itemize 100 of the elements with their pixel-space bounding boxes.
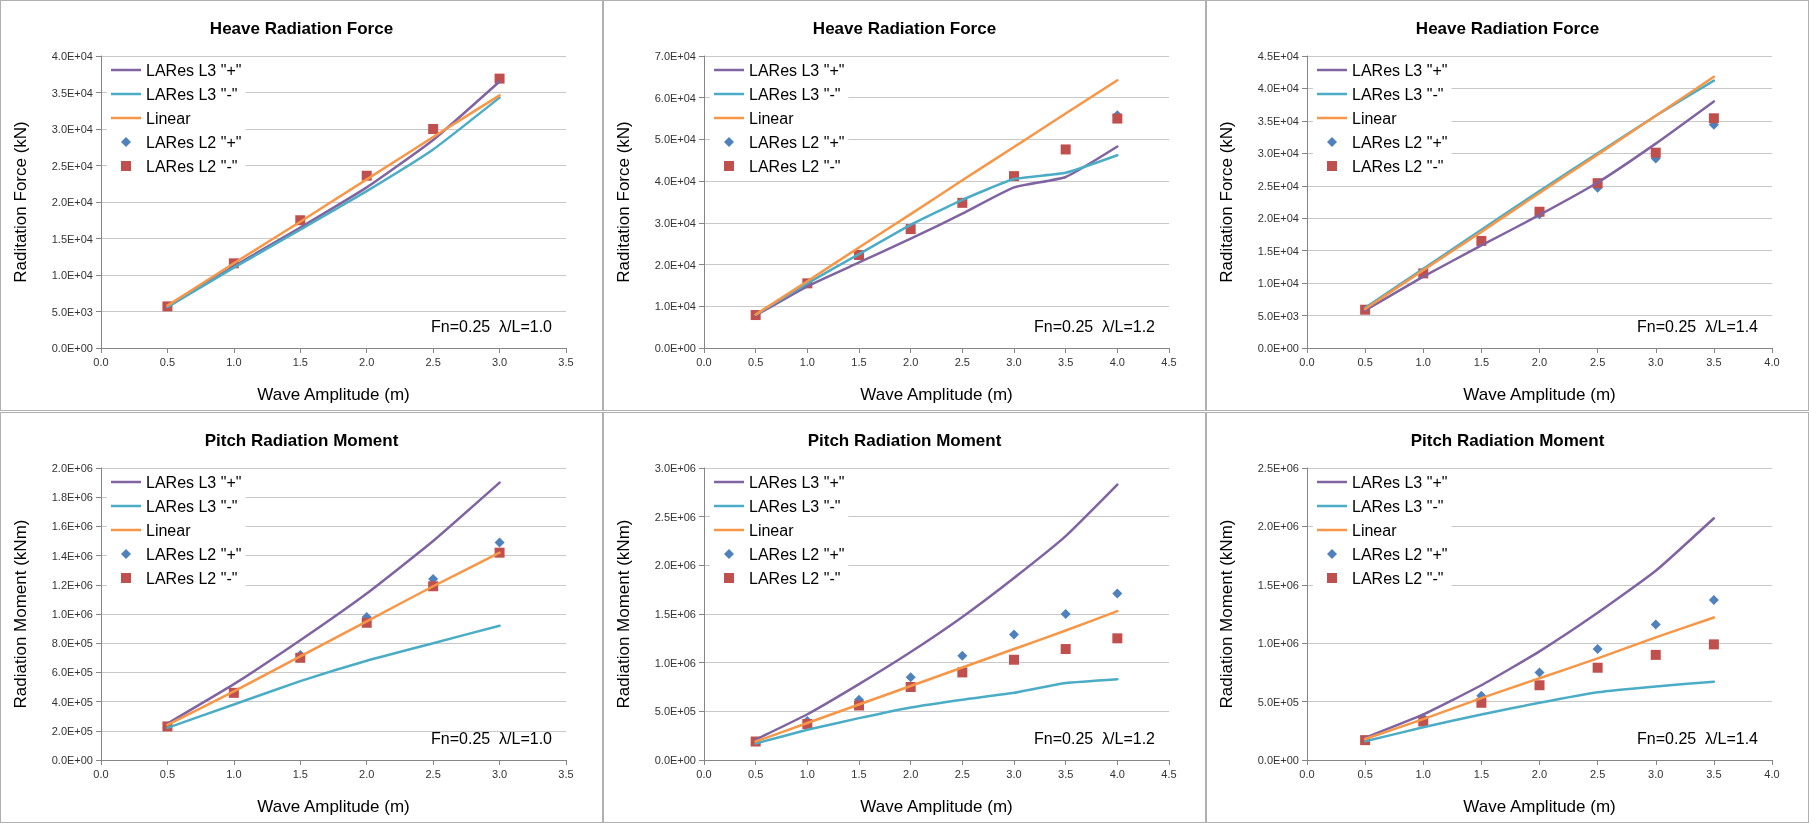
x-tick-label: 2.5 — [954, 767, 970, 779]
annotation: Fn=0.25 λ/L=1.2 — [1034, 317, 1156, 335]
x-axis-title: Wave Amplitude (m) — [1463, 796, 1616, 816]
point — [1060, 608, 1071, 619]
annotation: Fn=0.25 λ/L=1.0 — [431, 317, 553, 335]
point — [905, 671, 916, 682]
legend-label: Linear — [749, 109, 795, 127]
y-tick-label: 1.5E+04 — [51, 232, 93, 245]
y-tick-label: 3.0E+06 — [654, 461, 696, 474]
y-tick-label: 3.0E+04 — [51, 123, 93, 135]
y-tick-label: 1.0E+06 — [1257, 636, 1299, 649]
x-axis-title: Wave Amplitude (m) — [860, 385, 1013, 404]
x-tick-label: 4.0 — [1109, 767, 1125, 779]
y-tick-label: 6.0E+05 — [51, 665, 93, 678]
x-tick-label: 1.5 — [292, 355, 308, 368]
x-tick-label: 1.0 — [1415, 355, 1431, 368]
y-tick-label: 4.0E+04 — [51, 50, 93, 62]
legend-label: LARes L3 "-" — [1352, 497, 1444, 514]
y-tick-label: 1.6E+06 — [51, 519, 93, 532]
y-tick-label: 0.0E+00 — [51, 753, 93, 766]
x-tick-label: 2.5 — [425, 767, 441, 779]
y-tick-label: 1.0E+06 — [51, 607, 93, 620]
y-tick-label: 1.5E+04 — [1257, 244, 1299, 257]
y-tick-label: 2.0E+06 — [654, 558, 696, 571]
x-tick-label: 3.5 — [1706, 355, 1722, 368]
legend-label: LARes L3 "+" — [146, 61, 242, 79]
y-axis-title: Raditation Force (kN) — [614, 121, 633, 283]
x-tick-label: 2.5 — [954, 355, 970, 368]
x-tick-label: 0.5 — [748, 355, 764, 368]
x-axis-title: Wave Amplitude (m) — [1463, 385, 1616, 404]
legend-label: LARes L2 "-" — [1352, 157, 1444, 175]
y-tick-label: 2.5E+04 — [51, 159, 93, 172]
x-tick-label: 4.5 — [1161, 767, 1177, 779]
annotation: Fn=0.25 λ/L=1.2 — [1034, 729, 1156, 746]
y-tick-label: 4.0E+04 — [654, 175, 696, 188]
point — [1592, 662, 1603, 673]
point — [1650, 649, 1661, 660]
point — [957, 650, 968, 661]
y-tick-label: 5.0E+03 — [51, 305, 93, 318]
y-tick-label: 1.4E+06 — [51, 549, 93, 562]
chart-title: Heave Radiation Force — [812, 19, 997, 38]
point — [1708, 113, 1719, 124]
legend-label: LARes L3 "+" — [146, 473, 242, 490]
legend-label: LARes L3 "+" — [749, 61, 845, 79]
legend-label: LARes L2 "-" — [749, 569, 841, 586]
x-tick-label: 0.0 — [696, 355, 712, 368]
x-tick-label: 0.5 — [159, 355, 176, 368]
y-tick-label: 0.0E+00 — [1257, 753, 1299, 766]
point — [1009, 654, 1019, 665]
x-tick-label: 0.5 — [1357, 355, 1373, 368]
x-tick-label: 3.5 — [1058, 767, 1074, 779]
x-tick-label: 2.0 — [359, 355, 375, 368]
legend-label: LARes L3 "+" — [1352, 61, 1448, 79]
legend-label: Linear — [146, 109, 192, 127]
point — [494, 536, 505, 547]
legend-label: LARes L3 "-" — [1352, 85, 1444, 103]
x-tick-label: 2.0 — [903, 767, 919, 779]
x-tick-label: 1.0 — [226, 767, 242, 779]
x-tick-label: 1.5 — [292, 767, 308, 779]
legend-label: LARes L3 "-" — [749, 497, 841, 514]
x-tick-label: 3.0 — [1006, 767, 1022, 779]
x-tick-label: 3.0 — [1006, 355, 1022, 368]
chart-title: Heave Radiation Force — [1415, 19, 1600, 38]
y-axis-title: Radiation Moment (kNm) — [614, 519, 633, 708]
y-tick-label: 6.0E+04 — [654, 91, 696, 104]
point — [1112, 588, 1123, 599]
y-tick-label: 0.0E+00 — [51, 342, 93, 354]
annotation: Fn=0.25 λ/L=1.4 — [1637, 317, 1759, 335]
x-tick-label: 4.0 — [1764, 767, 1780, 779]
y-tick-label: 2.0E+04 — [1257, 212, 1299, 225]
x-tick-label: 0.5 — [1357, 767, 1373, 779]
y-tick-label: 1.0E+04 — [1257, 277, 1299, 290]
y-tick-label: 1.0E+06 — [654, 656, 696, 669]
y-tick-label: 5.0E+04 — [654, 133, 696, 146]
y-tick-label: 1.0E+04 — [51, 269, 93, 281]
x-tick-label: 0.5 — [159, 767, 176, 779]
x-tick-label: 2.0 — [359, 767, 375, 779]
x-tick-label: 1.5 — [1473, 767, 1490, 779]
y-tick-label: 7.0E+04 — [654, 50, 696, 62]
legend-label: LARes L2 "-" — [749, 157, 841, 175]
x-tick-label: 2.0 — [1531, 767, 1548, 779]
y-tick-label: 0.0E+00 — [1257, 342, 1299, 354]
y-tick-label: 5.0E+05 — [1257, 695, 1299, 708]
point — [1650, 147, 1661, 158]
y-axis-title: Raditation Force (kN) — [1217, 121, 1236, 283]
y-axis-title: Radiation Moment (kNm) — [11, 519, 30, 708]
x-tick-label: 2.0 — [1531, 355, 1548, 368]
x-tick-label: 1.5 — [851, 355, 867, 368]
y-tick-label: 5.0E+05 — [654, 704, 696, 717]
y-tick-label: 1.2E+06 — [51, 578, 93, 591]
x-tick-label: 3.0 — [1648, 767, 1664, 779]
legend-label: LARes L2 "-" — [146, 157, 238, 175]
point — [1708, 594, 1719, 605]
annotation: Fn=0.25 λ/L=1.4 — [1637, 729, 1759, 746]
legend-label: LARes L3 "+" — [749, 473, 845, 490]
chart-title: Pitch Radiation Moment — [807, 430, 1002, 450]
x-tick-label: 1.0 — [799, 767, 815, 779]
legend-label: LARes L2 "-" — [146, 569, 238, 586]
legend-label: Linear — [1352, 521, 1398, 538]
y-tick-label: 1.5E+06 — [1257, 578, 1299, 591]
